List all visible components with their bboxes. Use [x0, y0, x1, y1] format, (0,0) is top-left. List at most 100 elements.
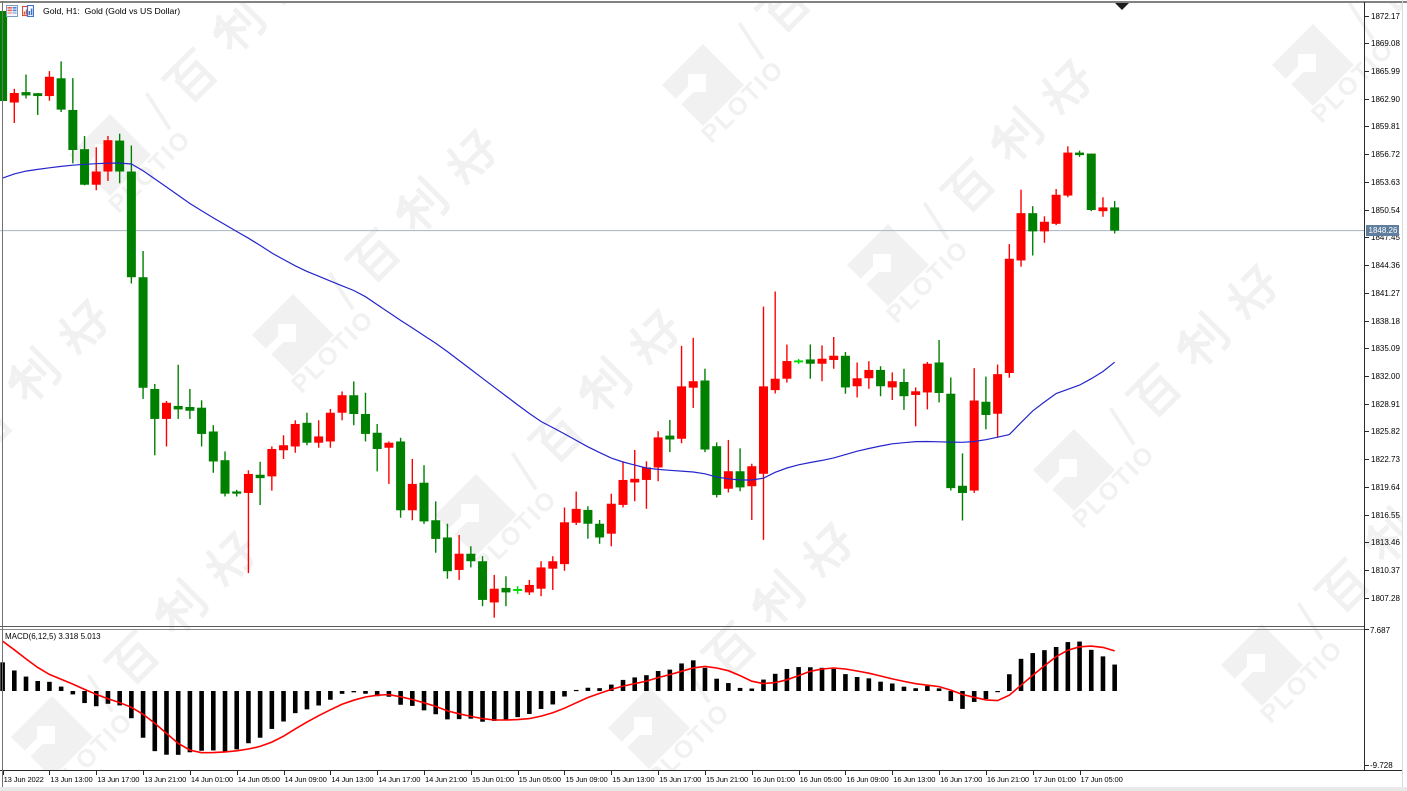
macd-histogram-bar [925, 686, 930, 691]
candle [384, 441, 394, 484]
candle-body [758, 386, 768, 474]
candle [1098, 197, 1108, 217]
watermark-brand-cn-glyphs [102, 529, 254, 685]
candle [161, 400, 171, 447]
price-tick-label: 1819.64 [1371, 482, 1400, 492]
macd-histogram-bar [211, 691, 216, 751]
candle-body [337, 395, 347, 413]
candle-body [501, 587, 511, 593]
macd-histogram-bar [843, 674, 848, 691]
candle-body [700, 380, 710, 450]
candle [138, 250, 148, 399]
watermark-brand-cn: | [500, 293, 697, 493]
candle-body [899, 381, 909, 397]
candle-body [1063, 152, 1073, 196]
macd-histogram-bar [983, 691, 989, 699]
candle-body [805, 359, 815, 364]
candle-body [595, 523, 605, 538]
macd-histogram-bar [573, 689, 579, 692]
candle-body [723, 471, 733, 489]
watermark-brand-cn: | [76, 515, 273, 715]
candle-body [126, 171, 136, 278]
plotio-logo-icon [1033, 429, 1115, 511]
candle [232, 489, 242, 497]
candle [337, 391, 347, 421]
candle-body [969, 400, 979, 491]
macd-histogram-bar [737, 687, 743, 691]
candle-body [747, 466, 757, 487]
macd-histogram-bar [339, 691, 345, 694]
candle [876, 366, 886, 397]
time-tick [2, 771, 4, 775]
time-tick-label: 15 Jun 21:00 [705, 774, 749, 784]
candle [325, 408, 335, 448]
price-tick [1365, 209, 1369, 211]
macd-histogram-bar [269, 691, 275, 729]
candle [770, 291, 780, 394]
macd-histogram-bar [831, 668, 837, 691]
candle-body [56, 78, 66, 110]
chart-pages-icon[interactable] [22, 5, 34, 17]
macd-histogram-bar [175, 691, 181, 755]
candle [173, 364, 183, 419]
candle [267, 446, 277, 491]
watermark-brand-cn-glyphs [1124, 262, 1276, 418]
macd-histogram-bar [667, 669, 673, 691]
macd-histogram-bar [702, 667, 708, 691]
macd-indicator-pane[interactable] [0, 629, 1364, 770]
candle-body [571, 508, 581, 523]
candle [805, 344, 815, 379]
time-tick [517, 771, 519, 775]
candle-body [852, 378, 862, 387]
price-tick-label: 1838.18 [1371, 316, 1400, 326]
candle-body [618, 479, 628, 505]
macd-histogram-bar [410, 691, 415, 706]
candle-body [934, 362, 944, 393]
candle-body [1028, 213, 1038, 232]
watermark-brand-cn-glyphs [160, 3, 288, 103]
pane-separator[interactable] [0, 625, 1364, 628]
macd-histogram-bar [1065, 642, 1071, 691]
candle [442, 523, 452, 579]
candle-body [103, 140, 113, 172]
price-tick-label: 1847.45 [1371, 233, 1400, 243]
time-tick [330, 771, 332, 775]
macd-histogram-bar [304, 691, 310, 710]
time-tick-label: 14 Jun 01:00 [190, 774, 234, 784]
watermark-brand-cn-glyphs [699, 520, 851, 676]
price-chart-pane[interactable] [0, 3, 1364, 626]
price-tick [1365, 403, 1369, 405]
candle [115, 133, 125, 184]
macd-scale-tick [1365, 629, 1369, 630]
candle [419, 465, 429, 524]
macd-histogram-bar [1100, 656, 1106, 691]
candle-body [454, 553, 464, 570]
brand-watermark-text: PLOTIO| [0, 341, 483, 770]
candle [993, 364, 1003, 438]
candle [372, 423, 382, 472]
macd-histogram-bar [187, 691, 193, 753]
window-border-top [0, 1, 1407, 3]
candle-body [993, 374, 1003, 414]
time-axis[interactable] [0, 770, 1402, 772]
price-tick-label: 1813.46 [1371, 538, 1400, 548]
time-tick-label: 16 Jun 05:00 [799, 774, 842, 784]
candle-body [232, 491, 242, 494]
candle [723, 439, 733, 493]
candle-body [138, 277, 148, 388]
watermark-brand-cn-glyphs [526, 307, 678, 463]
candle [360, 392, 370, 442]
macd-histogram-bar [222, 691, 228, 752]
macd-histogram-bar [796, 667, 801, 691]
watermark-brand-cn: | [912, 43, 1109, 243]
watermark-brand-cn-glyphs [753, 3, 811, 33]
symbol-grid-icon[interactable] [6, 5, 18, 17]
macd-histogram-bar [995, 691, 1000, 693]
time-tick-label: 17 Jun 01:00 [1033, 774, 1076, 784]
macd-histogram-bar [93, 691, 99, 707]
watermark-brand-cn: | [727, 3, 924, 63]
time-tick [845, 771, 847, 775]
price-tick [1365, 375, 1369, 377]
price-axis[interactable] [1364, 2, 1366, 770]
candle-body [876, 369, 886, 387]
